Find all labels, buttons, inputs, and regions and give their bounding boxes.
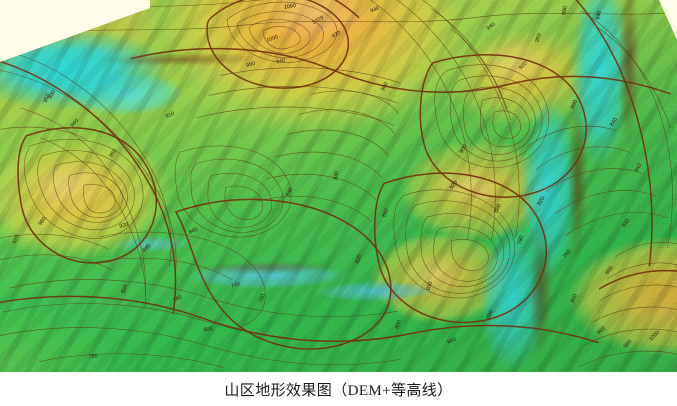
contour-lines-minor [0, 0, 677, 368]
svg-text:880: 880 [604, 265, 614, 276]
svg-text:880: 880 [493, 203, 503, 214]
svg-text:780: 780 [517, 235, 526, 245]
svg-text:760: 760 [562, 249, 572, 260]
svg-text:840: 840 [142, 243, 152, 254]
svg-text:890: 890 [595, 10, 603, 20]
svg-text:780: 780 [258, 293, 267, 304]
svg-text:880: 880 [381, 208, 390, 219]
svg-text:880: 880 [485, 309, 494, 320]
svg-text:900: 900 [380, 82, 390, 93]
svg-text:840: 840 [621, 218, 631, 229]
svg-text:820: 820 [121, 284, 130, 294]
svg-text:780: 780 [89, 353, 98, 360]
contour-lines-index [0, 0, 677, 350]
svg-text:920: 920 [12, 234, 21, 244]
svg-text:880: 880 [561, 6, 569, 16]
dem-raster-canvas: 1060 1020 1000 980 940 940 920 900 960 9… [0, 0, 677, 372]
svg-text:940: 940 [634, 163, 644, 174]
svg-text:860: 860 [570, 99, 579, 110]
svg-text:1020: 1020 [311, 15, 324, 26]
svg-text:800: 800 [203, 326, 213, 334]
svg-text:820: 820 [355, 254, 364, 264]
svg-text:940: 940 [276, 57, 286, 65]
svg-text:800: 800 [570, 293, 579, 304]
svg-text:830: 830 [333, 171, 341, 181]
dem-perspective-stage: 1060 1020 1000 980 940 940 920 900 960 9… [0, 0, 677, 372]
svg-text:1000: 1000 [648, 330, 661, 343]
contour-elevation-labels: 1060 1020 1000 980 940 940 920 900 960 9… [12, 3, 661, 360]
svg-text:920: 920 [449, 180, 459, 191]
svg-text:800: 800 [394, 319, 403, 329]
svg-text:940: 940 [70, 118, 81, 129]
dem-terrain-figure: 1060 1020 1000 980 940 940 920 900 960 9… [0, 0, 677, 372]
svg-text:910: 910 [165, 111, 176, 120]
figure-caption-bar: 山区地形效果图（DEM+等高线） [0, 372, 677, 406]
svg-text:1060: 1060 [284, 3, 297, 11]
svg-text:920: 920 [119, 222, 129, 230]
svg-text:820: 820 [536, 196, 546, 207]
svg-text:960: 960 [38, 216, 48, 227]
svg-text:920: 920 [331, 30, 342, 40]
svg-text:860: 860 [447, 337, 457, 346]
svg-text:860: 860 [188, 227, 199, 236]
svg-text:900: 900 [425, 281, 434, 291]
svg-text:840: 840 [609, 117, 619, 128]
svg-text:940: 940 [486, 22, 497, 32]
svg-text:960: 960 [596, 326, 607, 337]
svg-text:940: 940 [370, 5, 381, 14]
svg-text:980: 980 [246, 61, 256, 69]
svg-text:1000: 1000 [266, 34, 279, 44]
svg-text:900: 900 [47, 90, 57, 101]
svg-text:760: 760 [172, 294, 183, 303]
figure-caption: 山区地形效果图（DEM+等高线） [224, 382, 453, 399]
svg-text:900: 900 [459, 144, 469, 155]
svg-text:950: 950 [43, 93, 52, 103]
svg-text:980: 980 [623, 339, 633, 350]
svg-text:920: 920 [518, 61, 529, 72]
svg-text:960: 960 [534, 33, 543, 43]
svg-text:740: 740 [230, 281, 240, 289]
svg-text:840: 840 [285, 187, 294, 198]
contour-line-overlay: 1060 1020 1000 980 940 940 920 900 960 9… [0, 0, 677, 368]
svg-text:960: 960 [108, 148, 118, 159]
